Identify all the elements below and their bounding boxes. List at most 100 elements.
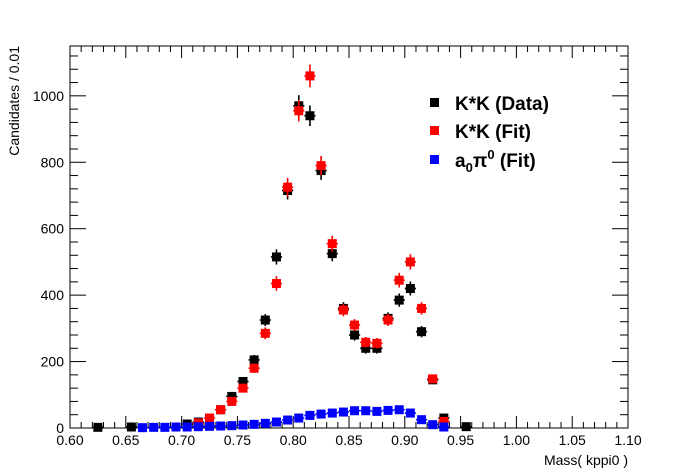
x-tick-label: 1.10 xyxy=(614,432,641,448)
legend-item-a0pi0: a0π0 (Fit) xyxy=(430,147,536,175)
data-point xyxy=(93,422,103,432)
data-point xyxy=(394,405,404,415)
legend-label-fit: K*K (Fit) xyxy=(455,122,531,143)
data-point xyxy=(283,182,293,192)
data-point xyxy=(417,303,427,313)
legend-label-data: K*K (Data) xyxy=(455,94,549,115)
data-point xyxy=(428,420,438,430)
data-point xyxy=(350,330,360,340)
legend: K*K (Data) K*K (Fit) a0π0 (Fit) xyxy=(430,94,549,175)
data-point xyxy=(305,111,315,121)
legend-swatch-data xyxy=(430,98,439,107)
data-point xyxy=(216,421,226,431)
data-point xyxy=(305,71,315,81)
data-point xyxy=(271,252,281,262)
data-point xyxy=(227,391,237,401)
data-point xyxy=(405,283,415,293)
data-point xyxy=(439,416,449,426)
data-point xyxy=(227,421,237,431)
data-point xyxy=(361,343,371,353)
data-point xyxy=(316,409,326,419)
y-tick-label: 400 xyxy=(41,287,65,303)
data-point xyxy=(249,363,259,373)
data-point xyxy=(361,406,371,416)
legend-item-fit: K*K (Fit) xyxy=(430,122,531,143)
data-point xyxy=(394,275,404,285)
series-a0pi0 xyxy=(136,405,450,433)
data-point xyxy=(405,408,415,418)
data-point xyxy=(372,406,382,416)
data-point xyxy=(383,315,393,325)
data-point xyxy=(271,279,281,289)
legend-swatch-fit xyxy=(430,126,439,135)
data-point xyxy=(361,337,371,347)
x-tick-label: 0.95 xyxy=(447,432,474,448)
data-point xyxy=(294,106,304,116)
x-tick-label: 0.80 xyxy=(280,432,307,448)
data-point xyxy=(417,327,427,337)
data-point xyxy=(327,249,337,259)
y-tick-label: 1000 xyxy=(33,88,64,104)
x-tick-label: 0.60 xyxy=(56,432,83,448)
series-fit xyxy=(192,64,450,428)
data-point xyxy=(350,406,360,416)
data-point xyxy=(182,422,192,432)
data-point xyxy=(227,396,237,406)
data-point xyxy=(249,419,259,429)
data-point xyxy=(205,413,214,423)
x-tick-label: 0.85 xyxy=(335,432,362,448)
data-point xyxy=(238,376,248,386)
y-tick-label: 600 xyxy=(41,221,65,237)
data-point xyxy=(171,422,181,432)
data-point xyxy=(461,422,471,432)
data-point xyxy=(327,239,337,249)
data-point xyxy=(294,413,304,423)
data-point xyxy=(405,257,415,267)
data-point xyxy=(350,320,360,330)
data-point xyxy=(205,421,214,431)
y-tick-label: 0 xyxy=(56,420,64,436)
legend-a0-base: a xyxy=(455,151,466,172)
data-point xyxy=(138,423,148,433)
data-point xyxy=(238,383,248,393)
data-point xyxy=(271,417,281,427)
x-tick-label: 0.65 xyxy=(112,432,139,448)
legend-a0-superscript: 0 xyxy=(487,147,494,162)
legend-a0-pi: π xyxy=(473,151,488,172)
data-point xyxy=(428,374,438,384)
data-point xyxy=(260,315,270,325)
x-axis-title: Mass( kppi0 ) xyxy=(544,452,628,468)
data-point xyxy=(305,410,315,420)
data-point xyxy=(338,407,348,417)
data-point xyxy=(260,328,270,338)
legend-a0-rest: (Fit) xyxy=(495,151,536,172)
data-point xyxy=(394,295,404,305)
data-point xyxy=(216,405,226,415)
data-point xyxy=(316,161,326,171)
legend-a0-subscript: 0 xyxy=(466,160,473,175)
data-point xyxy=(283,415,293,425)
legend-label-a0pi0: a0π0 (Fit) xyxy=(455,147,536,175)
y-tick-label: 800 xyxy=(41,154,65,170)
legend-swatch-a0pi0 xyxy=(430,155,439,164)
data-point xyxy=(238,420,248,430)
axes: 0.60 0.65 0.70 0.75 0.80 0.85 0.90 0.95 1.00 1.05… xyxy=(33,46,642,448)
data-point xyxy=(338,305,348,315)
data-point xyxy=(260,418,270,428)
legend-item-data: K*K (Data) xyxy=(430,94,549,115)
data-point xyxy=(439,422,449,432)
y-tick-label: 200 xyxy=(41,354,65,370)
data-point xyxy=(372,338,382,348)
data-point xyxy=(126,422,136,432)
data-point xyxy=(149,422,159,432)
data-point xyxy=(327,408,337,418)
data-point xyxy=(417,415,427,425)
data-point xyxy=(383,405,393,415)
data-point xyxy=(160,422,170,432)
x-tick-label: 1.05 xyxy=(559,432,586,448)
data-point xyxy=(249,355,259,365)
data-marks xyxy=(92,64,472,433)
x-tick-label: 0.90 xyxy=(391,432,418,448)
data-point xyxy=(193,422,203,432)
